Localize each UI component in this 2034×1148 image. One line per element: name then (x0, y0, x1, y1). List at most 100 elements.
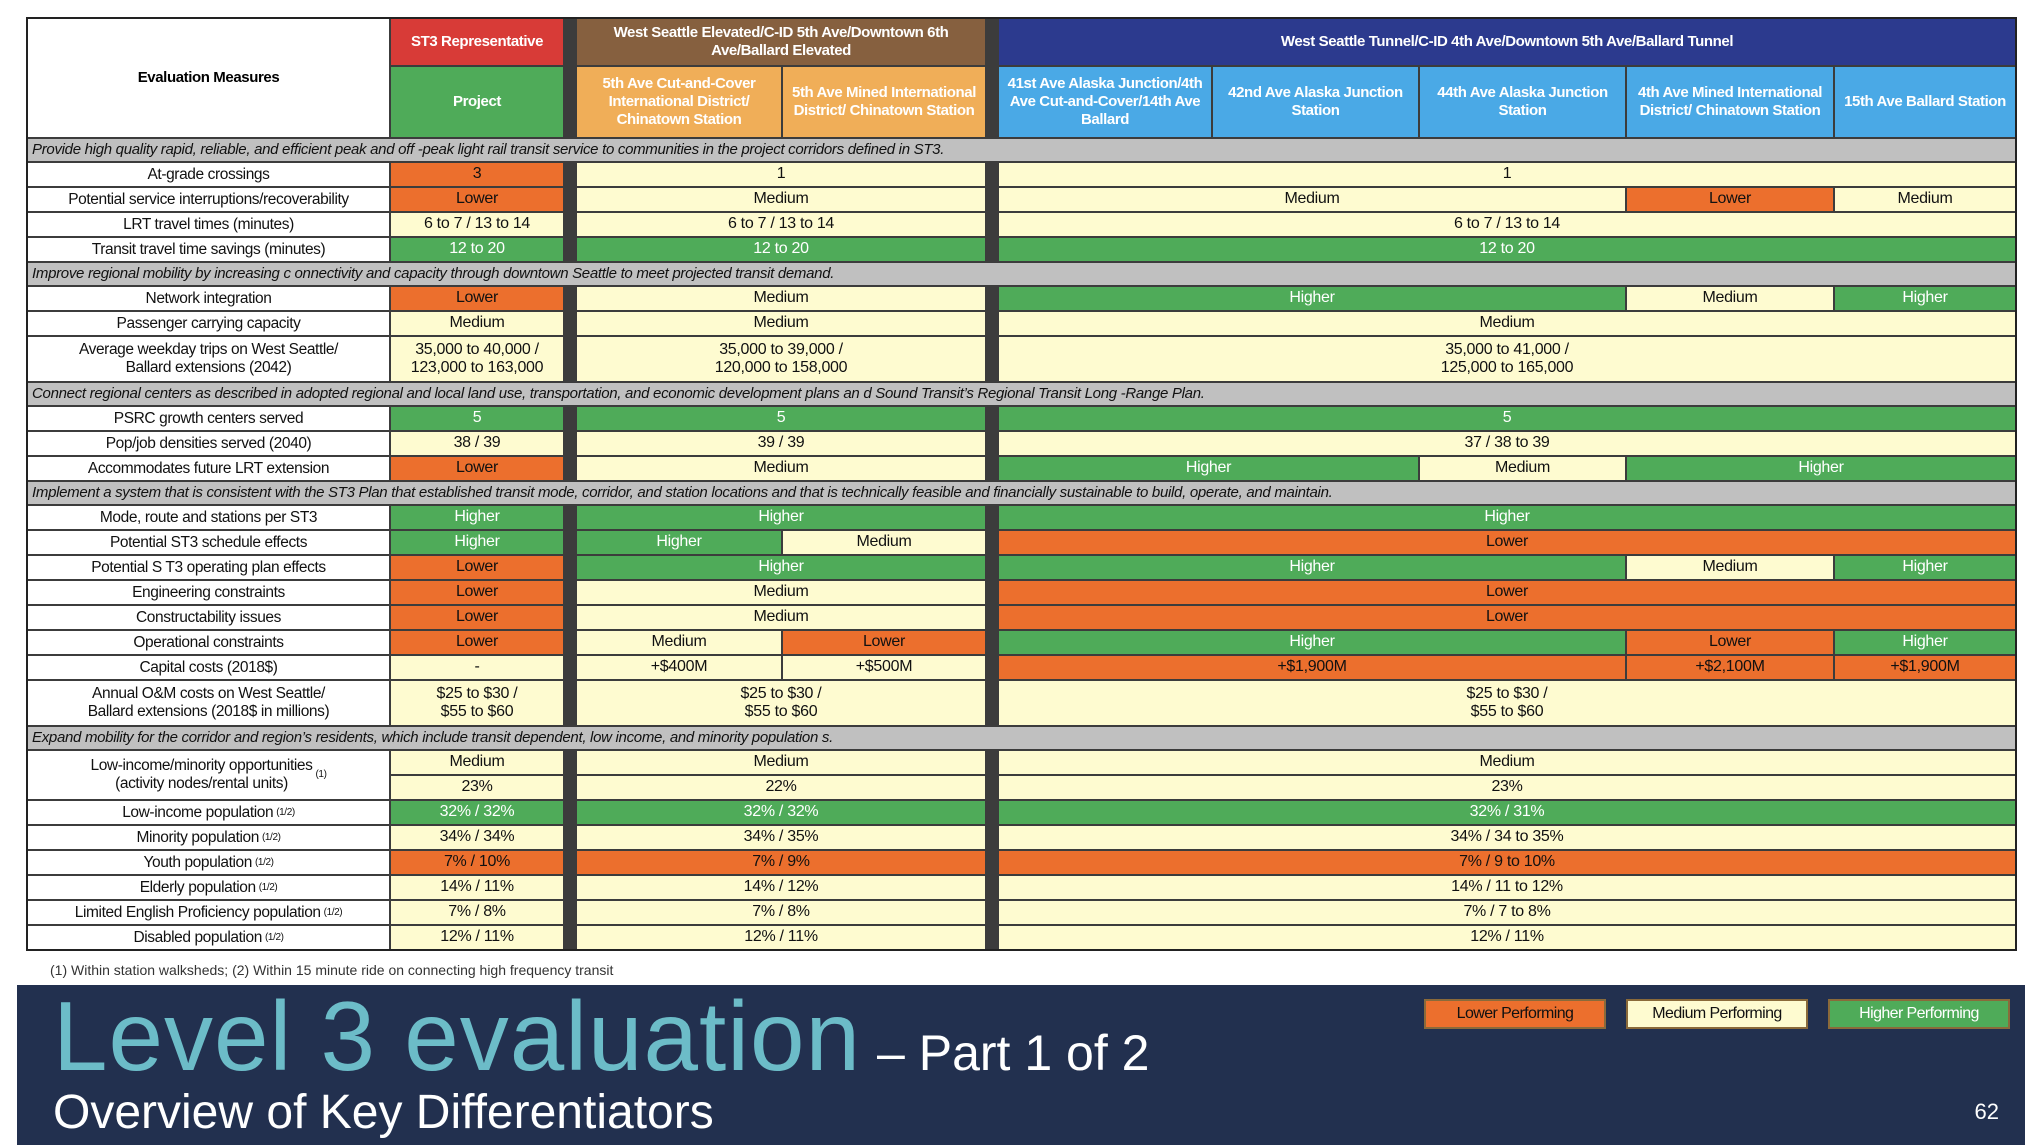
rating-cell-medium: Medium (999, 188, 1625, 211)
rating-cell-lower: 7% / 9% (577, 851, 985, 874)
rating-cell-higher: Higher (1835, 287, 2015, 310)
slide-title: Level 3 evaluation – Part 1 of 2 (53, 987, 1149, 1085)
measure-label-text: Youth population (143, 853, 252, 871)
legend-higher-performing: Higher Performing (1828, 999, 2010, 1029)
rating-cell-medium: Medium (577, 631, 781, 654)
rating-cell-medium: Medium (577, 188, 985, 211)
rating-cell-lower: Lower (391, 581, 563, 604)
rating-cell-higher: Higher (391, 506, 563, 529)
footnote-reference: (1/2) (265, 931, 284, 943)
measure-label: Low-income/minority opportunities (activ… (28, 751, 389, 799)
rating-cell-medium: 35,000 to 39,000 / 120,000 to 158,000 (577, 337, 985, 381)
measure-label: LRT travel times (minutes) (28, 213, 389, 236)
section-objective: Connect regional centers as described in… (28, 383, 2015, 405)
footnote-reference: (1/2) (276, 806, 295, 818)
measure-label-text: Annual O&M costs on West Seattle/ Ballar… (87, 685, 330, 720)
rating-cell-higher: 32% / 32% (391, 801, 563, 824)
rating-cell-lower: Lower (999, 606, 2015, 629)
footnote-reference: (1/2) (254, 856, 274, 868)
measure-label: Transit travel time savings (minutes) (28, 238, 389, 261)
rating-cell-medium: 35,000 to 41,000 / 125,000 to 165,000 (999, 337, 2015, 381)
rating-cell-higher: Higher (1835, 556, 2015, 579)
measure-label-text: Passenger carrying capacity (116, 314, 301, 332)
measure-label-text: LRT travel times (minutes) (123, 215, 294, 233)
rating-cell-medium: Medium (1835, 188, 2015, 211)
slide-title-suffix: – Part 1 of 2 (877, 1025, 1150, 1081)
rating-cell-medium: $25 to $30 / $55 to $60 (391, 681, 563, 725)
rating-cell-higher: Higher (999, 556, 1625, 579)
rating-cell-higher: 5 (391, 407, 563, 430)
rating-cell-higher: 32% / 31% (999, 801, 2015, 824)
measure-label-text: Capital costs (2018$) (139, 658, 278, 676)
measure-label-text: Pop/job densities served (2040) (105, 434, 312, 452)
measure-label: Mode, route and stations per ST3 (28, 506, 389, 529)
rating-cell-medium: 14% / 11 to 12% (999, 876, 2015, 899)
rating-cell-medium: Medium (577, 606, 985, 629)
header-st3-representative: ST3 Representative (391, 19, 563, 65)
footnote-reference: (1/2) (261, 831, 281, 843)
rating-cell-medium: 14% / 12% (577, 876, 985, 899)
header-tunnel-group: West Seattle Tunnel/C-ID 4th Ave/Downtow… (999, 19, 2015, 65)
rating-cell-higher: Higher (391, 531, 563, 554)
rating-cell-medium: 23% (999, 776, 2015, 799)
rating-cell-medium: Medium (783, 531, 985, 554)
rating-cell-lower: 7% / 9 to 10% (999, 851, 2015, 874)
measure-label-text: Transit travel time savings (minutes) (91, 240, 326, 258)
rating-cell-lower: Lower (783, 631, 985, 654)
measure-label: Engineering constraints (28, 581, 389, 604)
measure-label: Limited English Proficiency population (1… (28, 901, 389, 924)
rating-cell-lower: 7% / 10% (391, 851, 563, 874)
rating-cell-medium: 14% / 11% (391, 876, 563, 899)
measure-label: Network integration (28, 287, 389, 310)
legend-lower-performing: Lower Performing (1424, 999, 1606, 1029)
rating-cell-higher: 12 to 20 (999, 238, 2015, 261)
header-42nd-ave: 42nd Ave Alaska Junction Station (1213, 67, 1418, 137)
section-objective: Expand mobility for the corridor and reg… (28, 727, 2015, 749)
measure-label: Potential ST3 schedule effects (28, 531, 389, 554)
rating-cell-lower: Lower (391, 556, 563, 579)
measure-label-text: At-grade crossings (147, 165, 270, 183)
measure-label-text: Accommodates future LRT extension (87, 459, 330, 477)
rating-cell-medium: 12% / 11% (999, 926, 2015, 949)
rating-cell-medium: 37 / 38 to 39 (999, 432, 2015, 455)
rating-cell-medium: 22% (577, 776, 985, 799)
measure-label: Accommodates future LRT extension (28, 457, 389, 480)
rating-cell-medium: 34% / 34% (391, 826, 563, 849)
rating-cell-higher: Higher (1835, 631, 2015, 654)
header-evaluation-measures: Evaluation Measures (28, 19, 389, 137)
measure-label: At-grade crossings (28, 163, 389, 186)
header-15th-ave-ballard: 15th Ave Ballard Station (1835, 67, 2015, 137)
rating-cell-medium: 1 (999, 163, 2015, 186)
header-5th-cut-and-cover: 5th Ave Cut-and-Cover International Dist… (577, 67, 781, 137)
measure-label: Annual O&M costs on West Seattle/ Ballar… (28, 681, 389, 725)
measure-label: Operational constraints (28, 631, 389, 654)
legend-medium-performing: Medium Performing (1626, 999, 1808, 1029)
rating-cell-higher: 5 (577, 407, 985, 430)
rating-cell-lower: Lower (391, 287, 563, 310)
rating-cell-medium: 7% / 8% (391, 901, 563, 924)
rating-cell-lower: +$2,100M (1627, 656, 1833, 679)
section-objective: Implement a system that is consistent wi… (28, 482, 2015, 504)
rating-cell-medium: 1 (577, 163, 985, 186)
measure-label: Potential service interruptions/recovera… (28, 188, 389, 211)
rating-cell-medium: 12% / 11% (391, 926, 563, 949)
measure-label-text: Low-income/minority opportunities (activ… (90, 757, 313, 792)
header-5th-mined: 5th Ave Mined International District/ Ch… (783, 67, 985, 137)
measure-label: Youth population (1/2) (28, 851, 389, 874)
rating-cell-medium: 34% / 35% (577, 826, 985, 849)
measure-label: Pop/job densities served (2040) (28, 432, 389, 455)
rating-cell-medium: Medium (391, 312, 563, 335)
footnote-reference: (1) (315, 769, 327, 781)
rating-cell-lower: Lower (391, 606, 563, 629)
rating-cell-higher: Higher (999, 506, 2015, 529)
rating-cell-lower: +$1,900M (1835, 656, 2015, 679)
measure-label-text: PSRC growth centers served (113, 409, 304, 427)
measure-label: Disabled population (1/2) (28, 926, 389, 949)
rating-cell-medium: Medium (577, 287, 985, 310)
rating-cell-medium: 6 to 7 / 13 to 14 (577, 213, 985, 236)
rating-cell-lower: Lower (391, 631, 563, 654)
measure-label-text: Constructability issues (136, 608, 281, 626)
rating-cell-higher: Higher (1627, 457, 2015, 480)
rating-cell-medium: 12% / 11% (577, 926, 985, 949)
measure-label-text: Engineering constraints (132, 583, 285, 601)
